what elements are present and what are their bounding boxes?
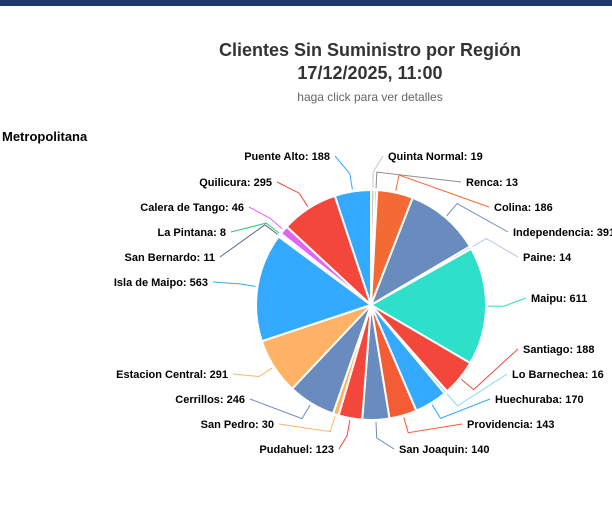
connector-providencia — [403, 417, 463, 434]
connector-quilicura — [276, 181, 309, 207]
connector-san-joaquin — [375, 421, 395, 450]
data-label-calera-de-tango: Calera de Tango: 46 — [140, 202, 244, 214]
connector-calera-de-tango — [248, 206, 283, 230]
connector-cerrillos — [249, 398, 311, 420]
data-label-quilicura: Quilicura: 295 — [199, 177, 272, 189]
data-label-paine: Paine: 14 — [523, 252, 572, 264]
chart-subtitle: haga click para ver detalles — [297, 90, 443, 104]
connector-san-pedro — [278, 416, 336, 433]
data-label-la-pintana: La Pintana: 8 — [158, 227, 226, 239]
connector-lo-barnechea — [446, 373, 508, 407]
pie-slice-puente-alto[interactable] — [333, 188, 372, 306]
connector-quinta-normal — [372, 155, 384, 189]
connector-isla-de-maipo — [212, 281, 256, 287]
connector-colina — [395, 174, 490, 208]
pie-slice-isla-de-maipo[interactable] — [255, 235, 374, 343]
data-label-santiago: Santiago: 188 — [523, 344, 595, 356]
connector-pudahuel — [338, 420, 351, 450]
data-label-pudahuel: Pudahuel: 123 — [259, 444, 334, 456]
data-label-estacion-central: Estacion Central: 291 — [116, 369, 228, 381]
data-label-san-pedro: San Pedro: 30 — [201, 419, 274, 431]
chart-title-line2: 17/12/2025, 11:00 — [297, 63, 443, 83]
pie-slice-maipu[interactable] — [368, 247, 487, 365]
data-label-renca: Renca: 13 — [466, 177, 518, 189]
connector-huechuraba — [431, 398, 491, 420]
data-label-maipu: Maipu: 611 — [531, 293, 587, 305]
pie-slice-independencia[interactable] — [369, 196, 472, 308]
data-label-puente-alto: Puente Alto: 188 — [244, 151, 330, 163]
data-label-colina: Colina: 186 — [494, 202, 553, 214]
chart-title-line1: Clientes Sin Suministro por Región — [218, 40, 522, 60]
data-label-san-joaquin: San Joaquin: 140 — [399, 444, 489, 456]
connector-paine — [472, 238, 519, 258]
top-bar — [0, 0, 612, 6]
connector-maipu — [487, 297, 527, 307]
data-label-lo-barnechea: Lo Barnechea: 16 — [512, 369, 604, 381]
connector-la-pintana — [230, 222, 280, 234]
connector-santiago — [460, 348, 519, 391]
data-label-independencia: Independencia: 391 — [513, 227, 612, 239]
data-label-cerrillos: Cerrillos: 246 — [175, 394, 245, 406]
connector-estacion-central — [232, 367, 273, 378]
data-label-isla-de-maipo: Isla de Maipo: 563 — [114, 277, 208, 289]
data-label-san-bernardo: San Bernardo: 11 — [125, 252, 215, 264]
region-label: Metropolitana — [2, 129, 88, 144]
data-label-huechuraba: Huechuraba: 170 — [495, 394, 584, 406]
data-label-quinta-normal: Quinta Normal: 19 — [388, 151, 483, 163]
connector-puente-alto — [334, 155, 353, 190]
data-label-providencia: Providencia: 143 — [467, 419, 554, 431]
connector-renca — [375, 171, 462, 189]
connector-san-bernardo — [219, 224, 278, 258]
connector-independencia — [446, 202, 509, 233]
